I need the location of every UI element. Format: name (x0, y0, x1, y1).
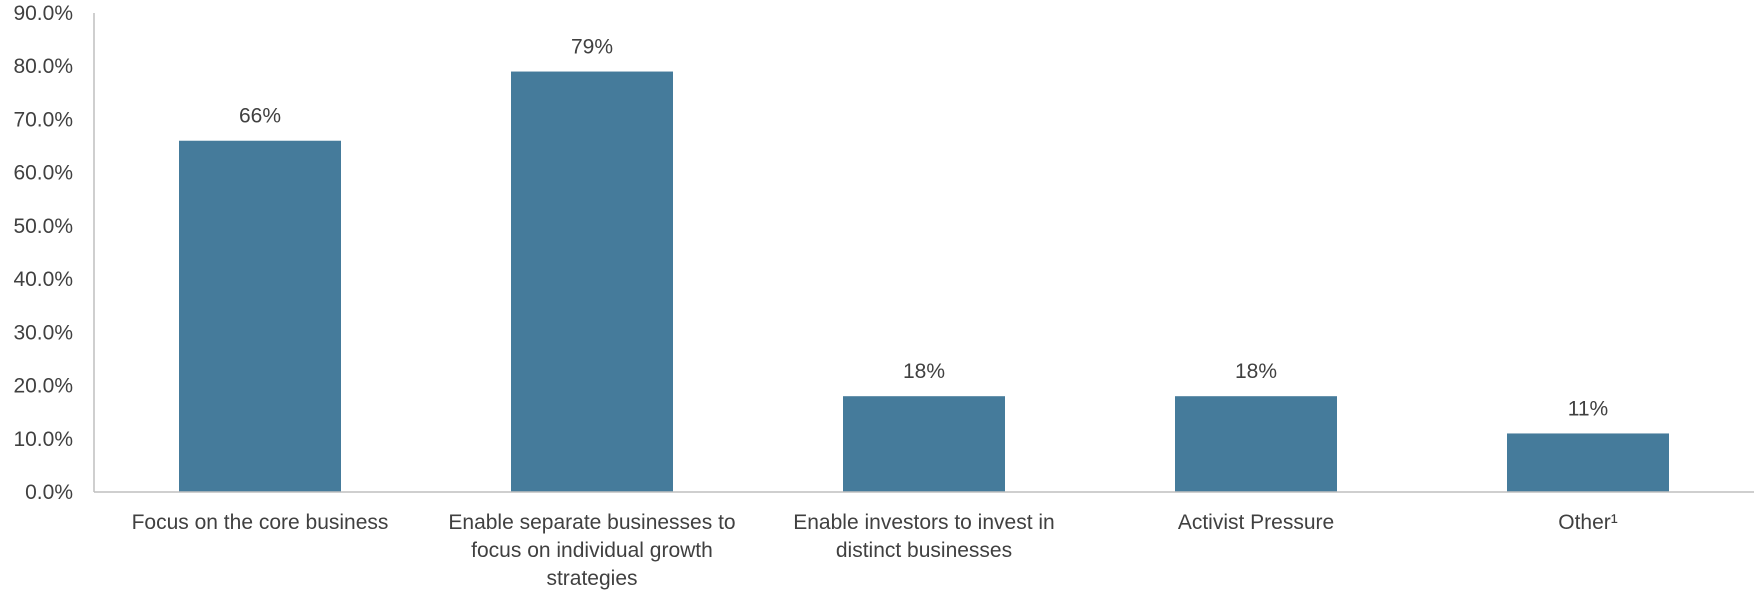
x-tick-label: Enable separate businesses to focus on in… (448, 511, 735, 590)
data-label: 18% (1235, 360, 1277, 383)
y-tick-label: 20.0% (13, 375, 73, 398)
bar (511, 71, 673, 493)
bar (1175, 396, 1337, 492)
y-tick-label: 30.0% (13, 321, 73, 344)
y-tick-label: 70.0% (13, 108, 73, 131)
y-tick-label: 50.0% (13, 215, 73, 238)
x-tick-label: Enable investors to invest in distinct bu… (793, 511, 1054, 562)
bars: 66% 79% 18% 18% 11% (179, 36, 1669, 493)
bar (179, 140, 341, 492)
y-tick-label: 0.0% (25, 481, 73, 504)
x-axis: Focus on the core business Enable separat… (94, 491, 1754, 590)
y-tick-label: 80.0% (13, 55, 73, 78)
y-tick-label: 40.0% (13, 268, 73, 291)
y-tick-label: 60.0% (13, 162, 73, 185)
data-label: 79% (571, 36, 613, 59)
bar (843, 396, 1005, 492)
data-label: 18% (903, 360, 945, 383)
x-tick-label: Other¹ (1558, 511, 1618, 534)
y-tick-label: 10.0% (13, 428, 73, 451)
bar (1507, 433, 1669, 492)
x-tick-label: Activist Pressure (1178, 511, 1334, 534)
x-tick-label: Focus on the core business (132, 511, 389, 534)
data-label: 66% (239, 105, 281, 128)
y-axis: 0.0% 10.0% 20.0% 30.0% 40.0% 50.0% 60.0% 70.0% 8… (13, 2, 95, 504)
y-tick-label: 90.0% (13, 2, 73, 25)
data-label: 11% (1568, 397, 1608, 420)
